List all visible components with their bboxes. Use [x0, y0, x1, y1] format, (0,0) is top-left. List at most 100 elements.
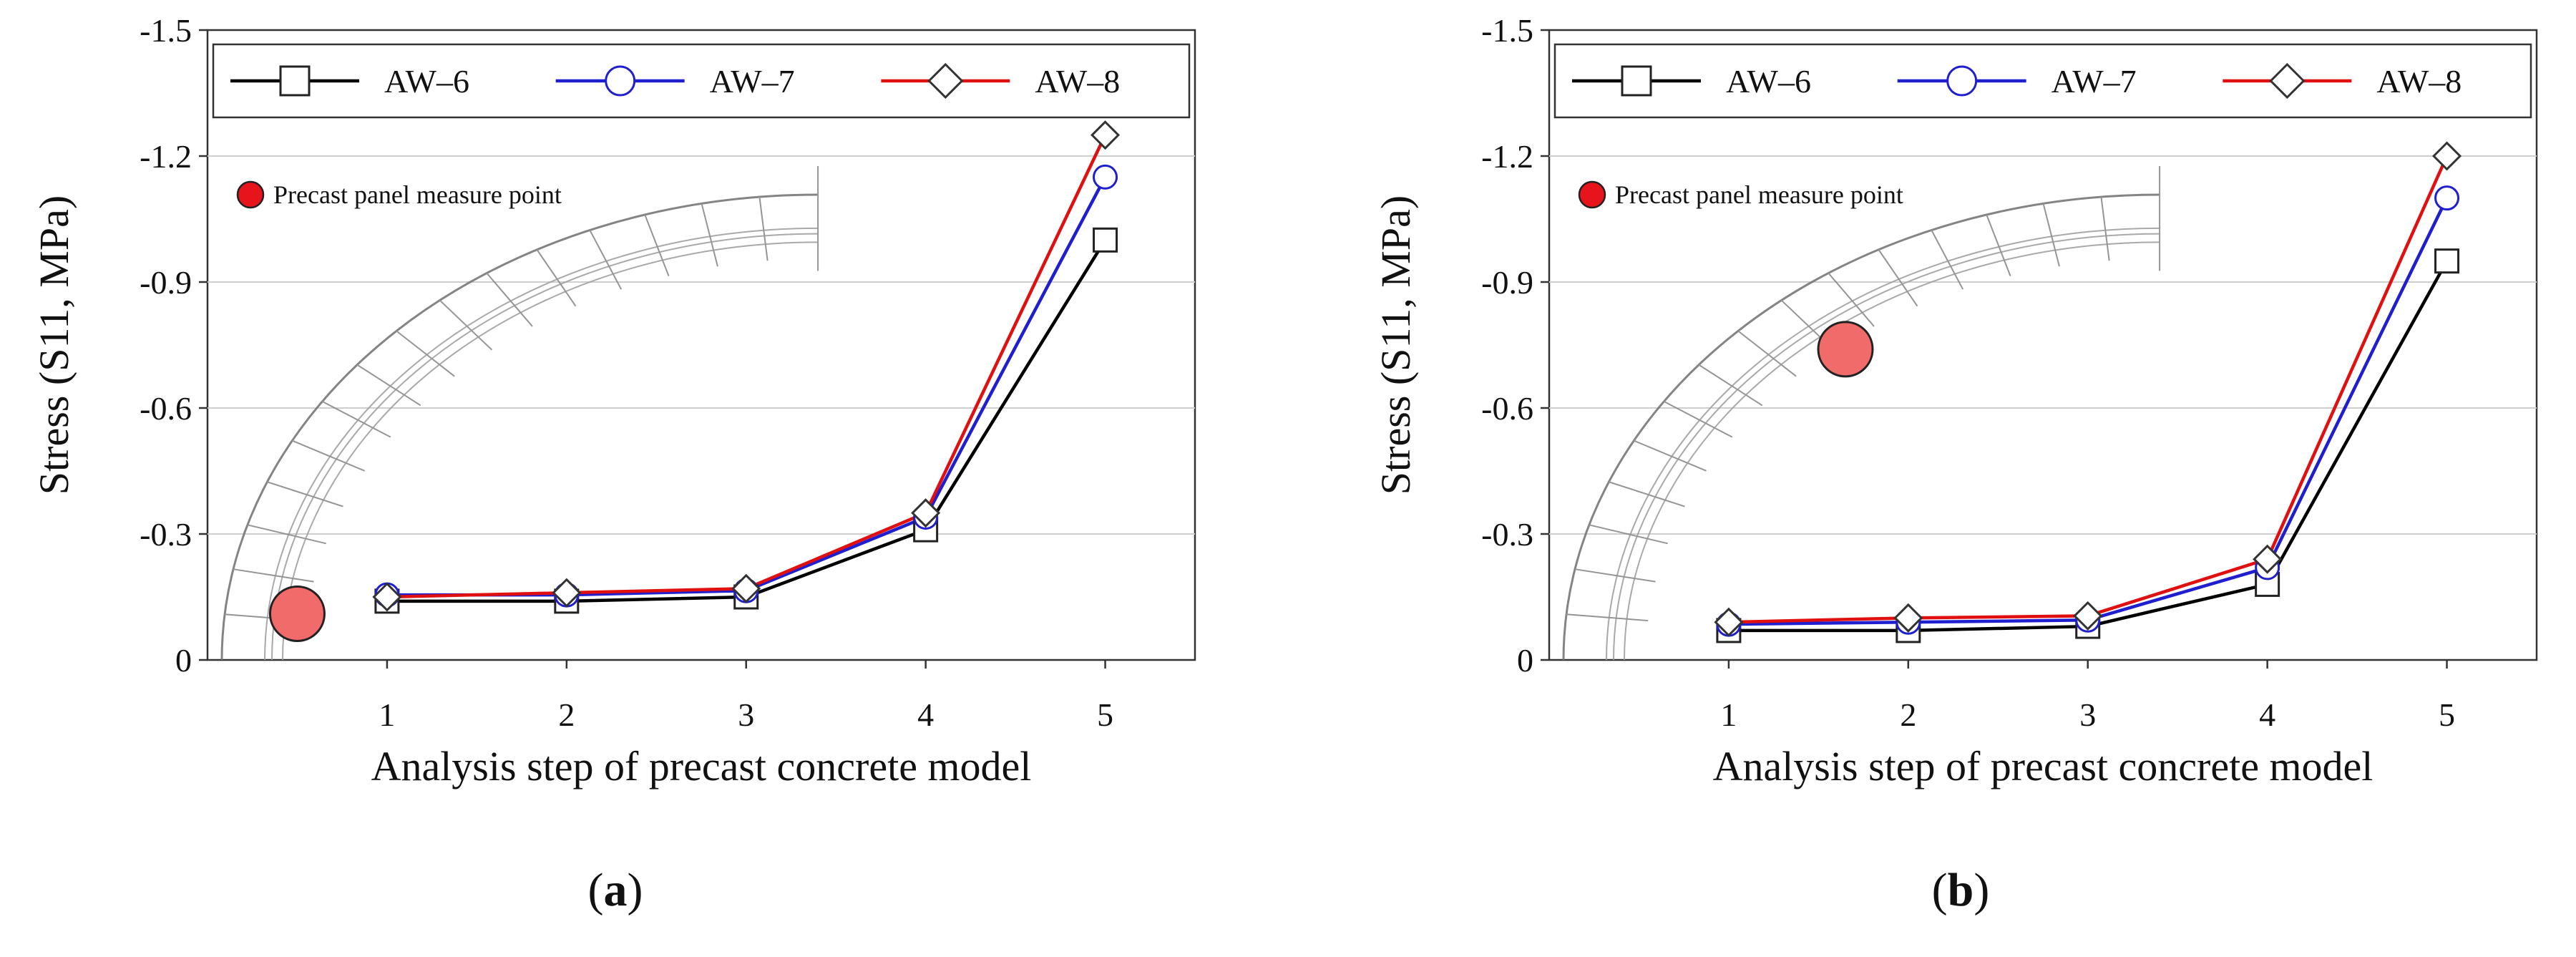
measure-point-marker	[1817, 321, 1874, 378]
y-tick-label: -0.6	[1481, 390, 1533, 427]
schematic-tick	[305, 538, 326, 545]
measure-point-legend-marker	[1578, 180, 1606, 209]
schematic-rib	[1780, 299, 1821, 338]
y-axis-title: Stress (S11, MPa)	[1372, 195, 1419, 495]
measure-point-note: Precast panel measure point	[273, 180, 562, 209]
schematic-rib	[439, 299, 479, 338]
schematic-tick	[2003, 260, 2011, 277]
x-tick-label: 3	[2079, 696, 2096, 733]
data-point-aw8	[1091, 120, 1121, 150]
y-tick-label: -1.5	[140, 12, 192, 49]
chart-panel-b: -1.5 -1.2 -0.9 -0.6 -0.3 0 1 2 3 4 5 Analysis step …	[1372, 12, 2538, 916]
data-point-aw7	[1093, 164, 1118, 190]
x-tick-label: 4	[2259, 696, 2275, 733]
x-tick-label: 2	[558, 696, 575, 733]
x-axis-title: Analysis step of precast concrete model	[1713, 743, 2373, 790]
chart-panel-a: -1.5 -1.2 -0.9 -0.6 -0.3 0 1 2 3 4 5 Analysis step …	[31, 12, 1196, 916]
schematic-rib	[644, 214, 663, 261]
plot-frame	[1548, 29, 2538, 661]
schematic-rib	[233, 568, 293, 580]
data-point-aw8	[731, 573, 761, 603]
schematic-rib	[321, 400, 374, 429]
legend-label: AW–8	[1035, 63, 1120, 99]
schematic-arc	[1613, 233, 2160, 661]
plot-frame	[206, 29, 1196, 661]
x-tick-label: 1	[379, 696, 395, 733]
schematic-tick	[1646, 538, 1668, 545]
legend-label: AW–8	[2376, 63, 2462, 99]
legend-marker	[279, 65, 311, 97]
series-line-8	[1728, 155, 2449, 624]
schematic-tick	[477, 336, 493, 351]
legend-label: AW–6	[1726, 63, 1811, 99]
y-tick-label: -0.6	[140, 390, 192, 427]
data-point-aw6	[1093, 227, 1118, 253]
panel-label: (a)	[588, 864, 643, 916]
y-tick-label: -1.2	[1481, 138, 1533, 175]
legend-marker	[1946, 65, 1978, 97]
schematic-rib	[267, 481, 324, 501]
x-axis-title: Analysis step of precast concrete model	[371, 743, 1032, 790]
x-tick-label: 4	[917, 696, 934, 733]
y-tick-label: 0	[175, 642, 192, 679]
schematic-rib	[396, 330, 440, 366]
series-line-7	[1728, 197, 2449, 626]
schematic-tick	[345, 462, 365, 472]
schematic-rib	[1574, 568, 1635, 580]
data-point-aw8	[2253, 544, 2283, 574]
schematic-tick	[1687, 462, 1707, 472]
schematic-rib	[1931, 230, 1956, 275]
y-tick-label: -1.5	[1481, 12, 1533, 49]
schematic-tick	[519, 312, 533, 327]
schematic-tick	[565, 291, 577, 307]
schematic-tick	[1953, 273, 1964, 290]
schematic-tick	[764, 244, 769, 261]
schematic-tick	[661, 260, 670, 277]
schematic-tick	[1745, 394, 1763, 407]
schematic-tick	[1906, 291, 1918, 307]
y-tick-label: -0.9	[140, 264, 192, 301]
legend-label: AW–7	[2051, 63, 2137, 99]
y-tick-label: -0.3	[140, 516, 192, 553]
schematic-rib	[2100, 197, 2108, 245]
x-tick-label: 5	[1097, 696, 1113, 733]
tunnel-schematic	[1562, 166, 2161, 661]
schematic-tick	[1626, 618, 1649, 622]
schematic-rib	[291, 439, 346, 464]
legend-box	[1553, 43, 2532, 119]
data-point-aw8	[552, 578, 582, 608]
schematic-tick	[372, 427, 391, 438]
schematic-tick	[323, 499, 343, 507]
data-point-aw7	[2434, 185, 2460, 211]
data-point-aw8	[1893, 603, 1923, 633]
x-tick-label: 2	[1900, 696, 1916, 733]
schematic-rib	[2042, 203, 2057, 251]
x-tick-label: 3	[738, 696, 754, 733]
panel-label: (b)	[1932, 864, 1990, 916]
y-tick-label: -0.9	[1481, 264, 1533, 301]
legend-label: AW–6	[384, 63, 469, 99]
schematic-rib	[1589, 524, 1648, 540]
legend-marker	[927, 62, 964, 99]
schematic-tick	[1780, 364, 1797, 377]
schematic-arc	[1624, 241, 2160, 661]
x-tick-label: 1	[1720, 696, 1737, 733]
y-tick-label: -1.2	[140, 138, 192, 175]
data-point-aw8	[2073, 601, 2103, 631]
legend-label: AW–7	[710, 63, 795, 99]
schematic-tick	[1861, 312, 1875, 327]
data-point-aw8	[372, 582, 402, 612]
schematic-tick	[612, 273, 623, 290]
schematic-rib	[1633, 439, 1688, 464]
legend-marker	[1621, 65, 1652, 97]
schematic-arc	[1562, 193, 2160, 661]
schematic-tick	[2106, 244, 2110, 261]
schematic-rib	[1828, 272, 1863, 314]
measure-point-marker	[268, 585, 326, 642]
legend-box	[212, 43, 1191, 119]
schematic-rib	[1878, 249, 1908, 292]
schematic-rib	[701, 203, 715, 251]
x-tick-label: 5	[2439, 696, 2455, 733]
tunnel-schematic	[220, 166, 819, 661]
